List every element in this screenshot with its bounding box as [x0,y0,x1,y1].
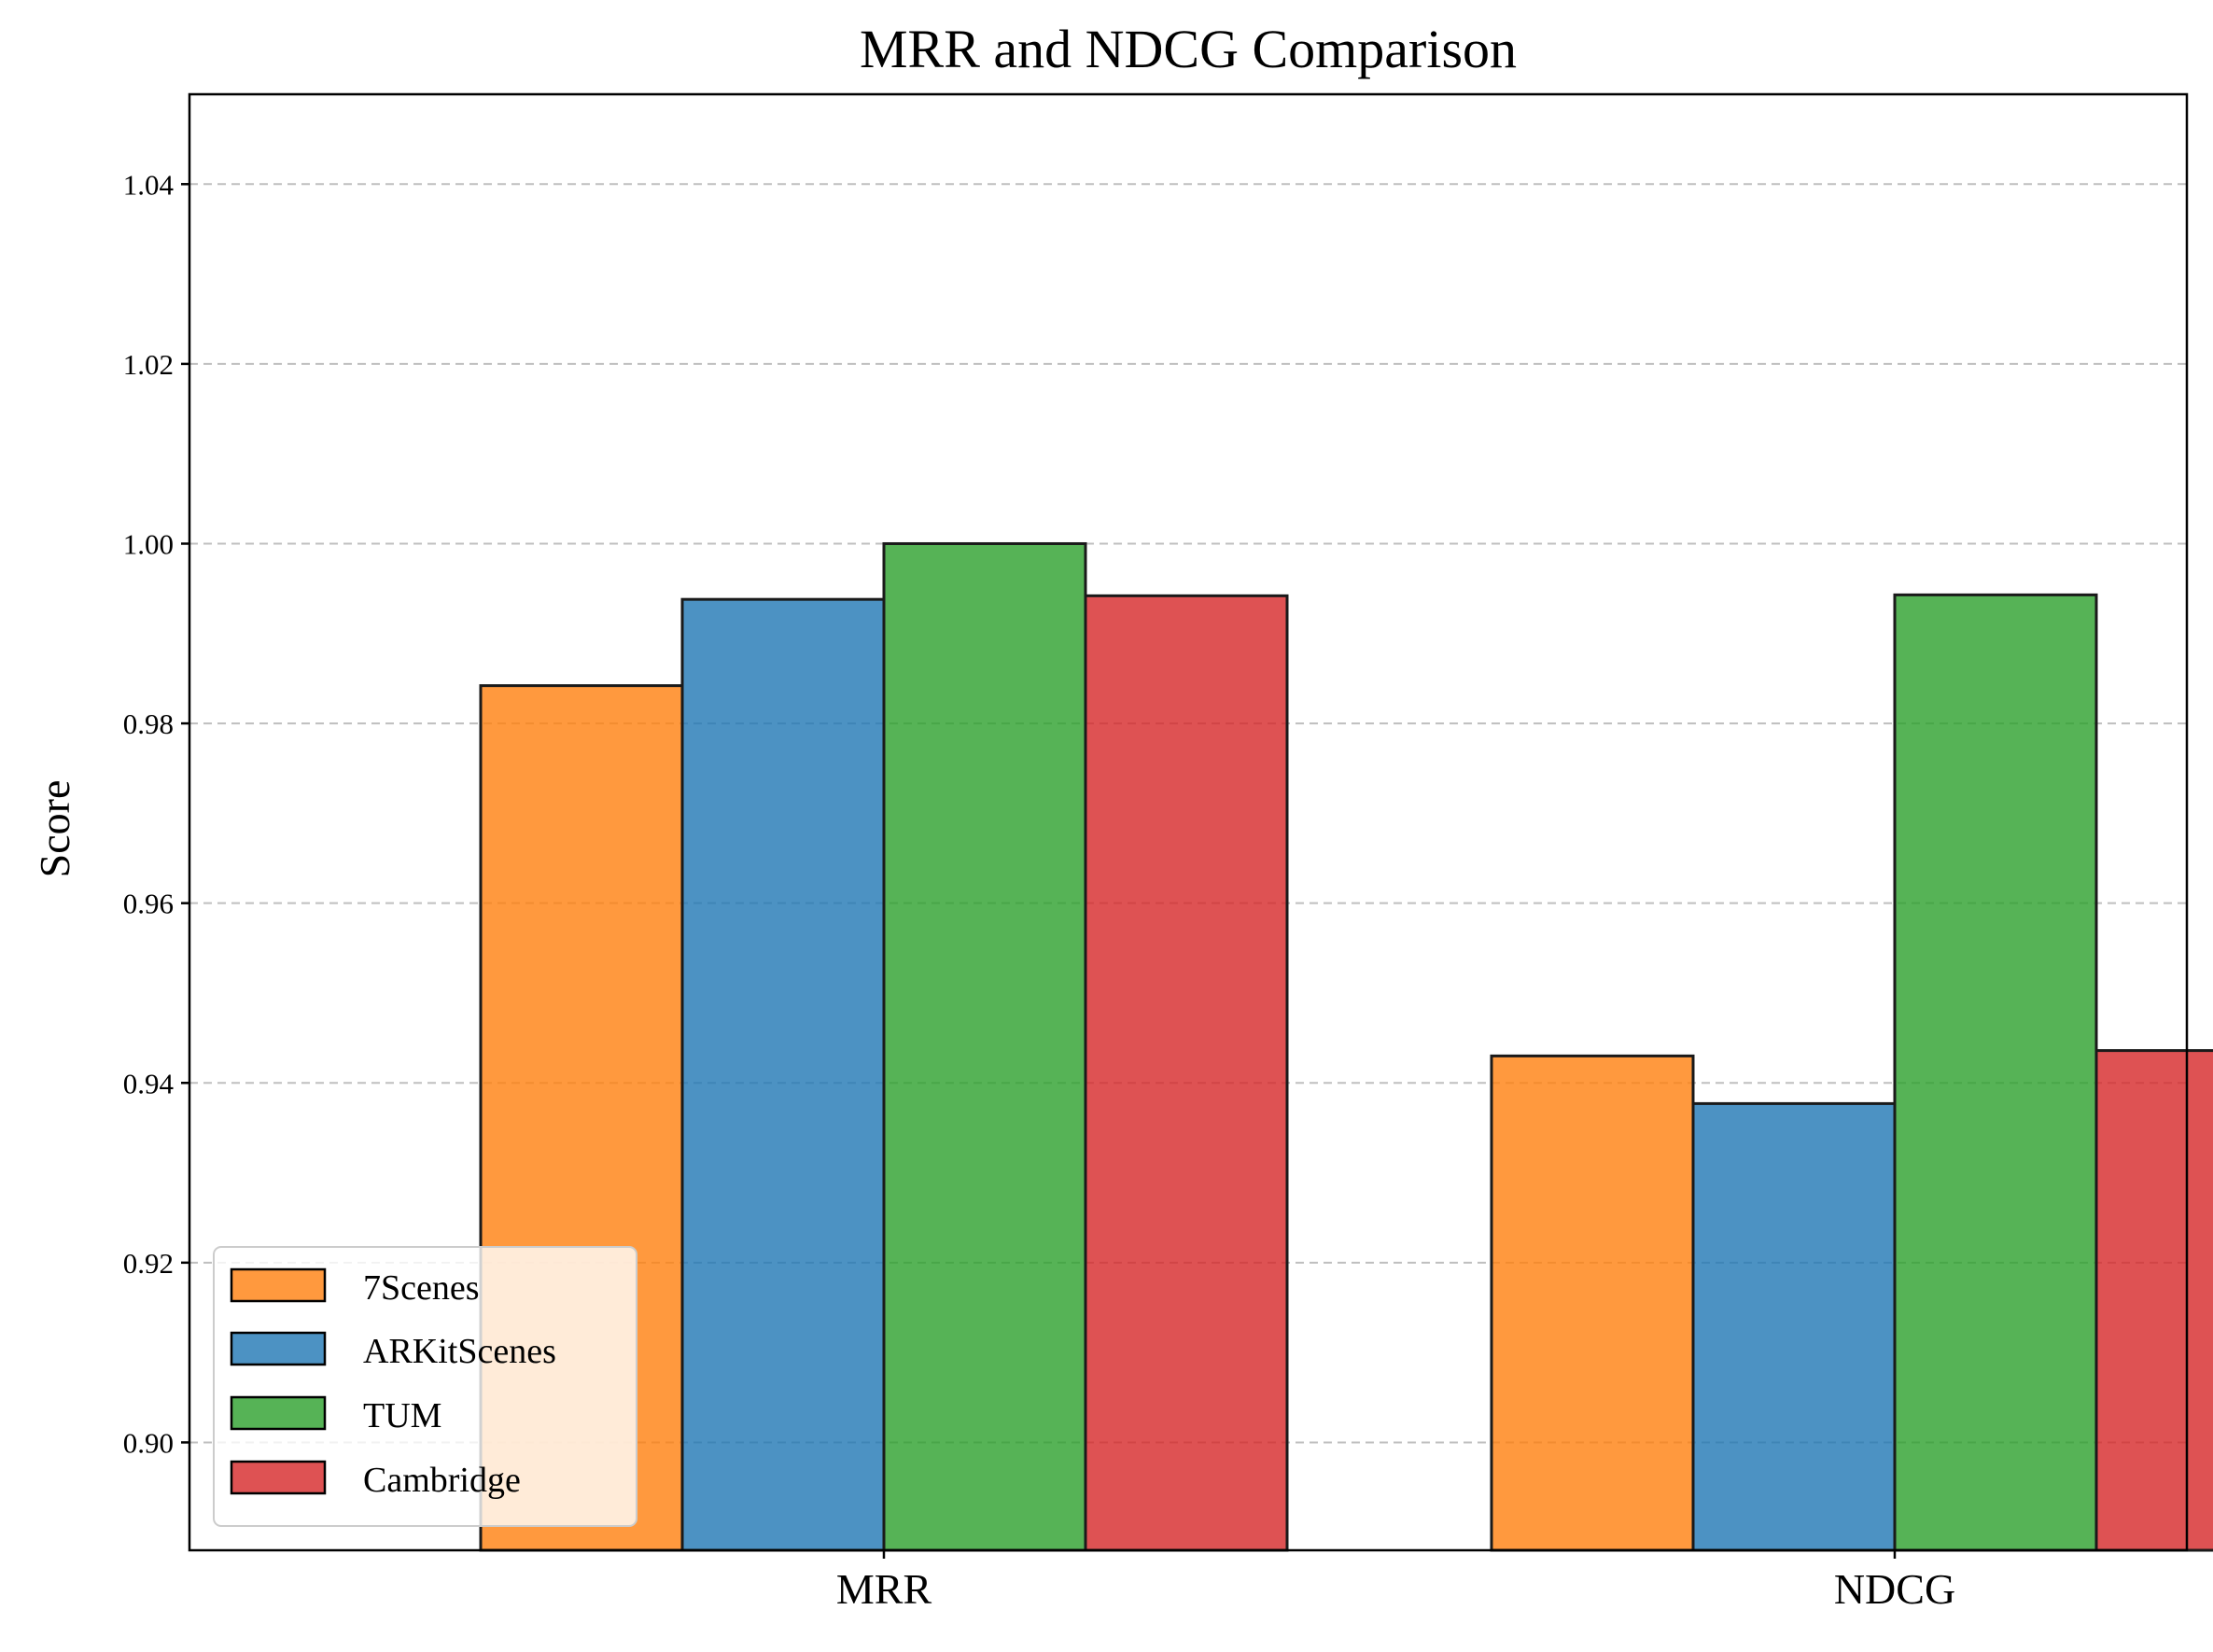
bar-7scenes-ndcg [1490,1054,1695,1552]
bar-arkitscenes-ndcg [1691,1101,1897,1552]
legend-swatch-cambridge [230,1460,327,1495]
legend-label-tum: TUM [363,1396,441,1435]
bar-tum-mrr [882,541,1087,1552]
bar-arkitscenes-mrr [680,597,886,1552]
y-axis-ticks: 0.90 0.92 0.94 0.96 0.98 1.00 1.02 1.04 [123,168,189,1459]
legend-item-arkitscenes: ARKitScenes [230,1331,556,1371]
y-tick-label: 0.96 [123,888,174,920]
y-tick-label: 0.92 [123,1247,174,1280]
y-tick-label: 0.98 [123,707,174,740]
y-tick-label: 1.04 [123,168,175,201]
x-tick-label: NDCG [1834,1565,1955,1613]
x-axis-ticks: MRR NDCG [836,1550,1955,1613]
x-tick-label: MRR [836,1565,932,1613]
legend-item-tum: TUM [230,1395,441,1435]
legend-label-7scenes: 7Scenes [363,1268,480,1308]
y-tick-label: 1.00 [123,527,174,560]
bar-tum-ndcg [1893,593,2098,1552]
y-tick-label: 1.02 [123,348,174,381]
chart-title: MRR and NDCG Comparison [860,19,1517,79]
legend-swatch-arkitscenes [230,1331,327,1366]
legend: 7Scenes ARKitScenes TUM Cambridge [213,1246,637,1527]
legend-frame [213,1246,637,1527]
bar-cambridge-ndcg [2094,1049,2213,1552]
plot-frame [188,92,2189,1552]
legend-swatch-tum [230,1395,327,1431]
legend-item-7scenes: 7Scenes [230,1267,480,1308]
legend-label-arkitscenes: ARKitScenes [363,1332,556,1371]
legend-swatch-7scenes [230,1267,327,1303]
legend-item-cambridge: Cambridge [230,1460,521,1500]
y-tick-label: 0.94 [123,1067,175,1099]
y-axis-label: Score [31,780,78,878]
legend-label-cambridge: Cambridge [363,1461,521,1500]
y-tick-label: 0.90 [123,1426,174,1459]
bar-cambridge-mrr [1084,594,1289,1552]
